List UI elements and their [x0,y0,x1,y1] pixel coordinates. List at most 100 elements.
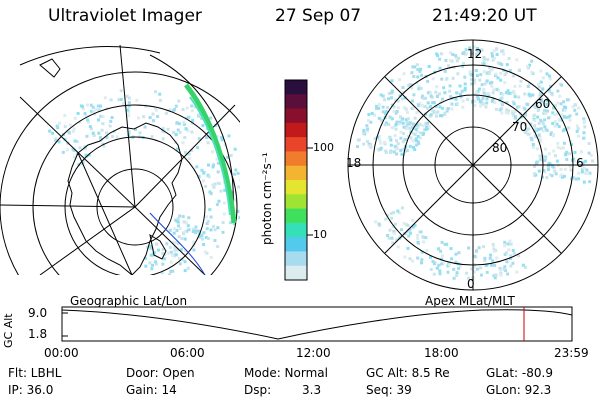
emission-pixel [182,232,186,236]
emission-pixel [392,126,396,130]
emission-pixel [241,188,244,191]
emission-pixel [183,260,187,264]
emission-pixel [480,83,484,87]
emission-pixel [399,136,403,140]
emission-pixel [562,115,566,119]
emission-pixel [144,104,148,108]
emission-pixel [538,135,542,139]
colorbar-cell [285,265,307,281]
emission-pixel [236,209,240,213]
emission-pixel [495,87,499,91]
emission-pixel [485,79,489,83]
colorbar-cell [285,94,307,110]
colorbar-cell [285,180,307,195]
emission-pixel [457,251,461,255]
emission-pixel [434,104,438,108]
emission-pixel [365,124,369,128]
emission-pixel [492,88,496,92]
emission-pixel [539,80,543,84]
emission-pixel [156,115,160,118]
mlat-label-80: 80 [492,141,508,155]
emission-pixel [480,273,483,277]
emission-pixel [446,107,450,111]
emission-pixel [539,139,543,143]
emission-pixel [411,99,415,103]
emission-pixel [392,230,396,233]
emission-pixel [403,138,407,141]
emission-pixel [411,122,415,126]
emission-pixel [565,150,569,154]
emission-pixel [398,78,401,82]
emission-pixel [587,151,591,155]
emission-pixel [143,125,147,129]
emission-pixel [186,224,190,228]
emission-pixel [411,219,415,222]
emission-pixel [154,90,157,94]
emission-pixel [160,271,164,275]
emission-pixel [180,237,184,241]
emission-pixel [172,240,176,244]
emission-pixel [402,125,406,129]
emission-pixel [377,116,381,120]
emission-pixel [430,109,434,113]
emission-pixel [528,63,531,67]
emission-pixel [253,219,256,222]
date-label: 27 Sep 07 [275,6,362,26]
emission-pixel [234,198,238,202]
emission-pixel [198,235,202,239]
emission-pixel [390,236,394,240]
emission-pixel [423,128,426,132]
emission-pixel [417,85,421,89]
emission-pixel [82,159,86,163]
emission-pixel [509,257,513,260]
emission-pixel [565,98,569,102]
emission-pixel [393,144,397,148]
emission-pixel [501,49,505,53]
emission-pixel [147,276,150,279]
emission-pixel [408,126,412,130]
emission-pixel [534,135,537,139]
emission-pixel [574,103,578,107]
emission-pixel [478,100,482,104]
emission-pixel [498,267,502,271]
emission-pixel [171,130,175,134]
emission-pixel [482,70,486,74]
emission-pixel [414,127,418,131]
aurora-edge-band [184,83,237,224]
emission-pixel [532,103,536,107]
emission-pixel [571,176,575,179]
emission-pixel [511,261,515,265]
emission-pixel [183,230,187,234]
emission-pixel [84,153,88,157]
emission-pixel [499,272,503,275]
emission-pixel [404,127,408,131]
emission-pixel [490,84,494,88]
emission-pixel [454,252,458,256]
emission-pixel [435,94,439,98]
emission-pixel [404,118,408,122]
emission-pixel [375,106,378,110]
emission-pixel [179,248,183,252]
altitude-curve [61,309,573,340]
emission-pixel [483,256,487,260]
emission-pixel [184,249,187,253]
emission-pixel [437,92,441,96]
emission-pixel [491,243,495,246]
emission-pixel [459,92,462,96]
emission-pixel [152,287,155,290]
emission-pixel [523,265,527,269]
emission-pixel [223,201,227,205]
emission-pixel [90,109,93,113]
emission-pixel [236,171,240,175]
emission-pixel [400,228,403,232]
emission-pixel [216,226,220,230]
emission-pixel [535,160,539,164]
emission-pixel [500,111,504,115]
emission-pixel [495,53,499,56]
altitude-tick-1.8: 1.8 [28,327,48,341]
emission-pixel [431,260,435,264]
emission-pixel [556,146,560,149]
emission-pixel [377,106,381,110]
emission-pixel [438,105,442,109]
mlt-label-12: 12 [467,47,483,61]
